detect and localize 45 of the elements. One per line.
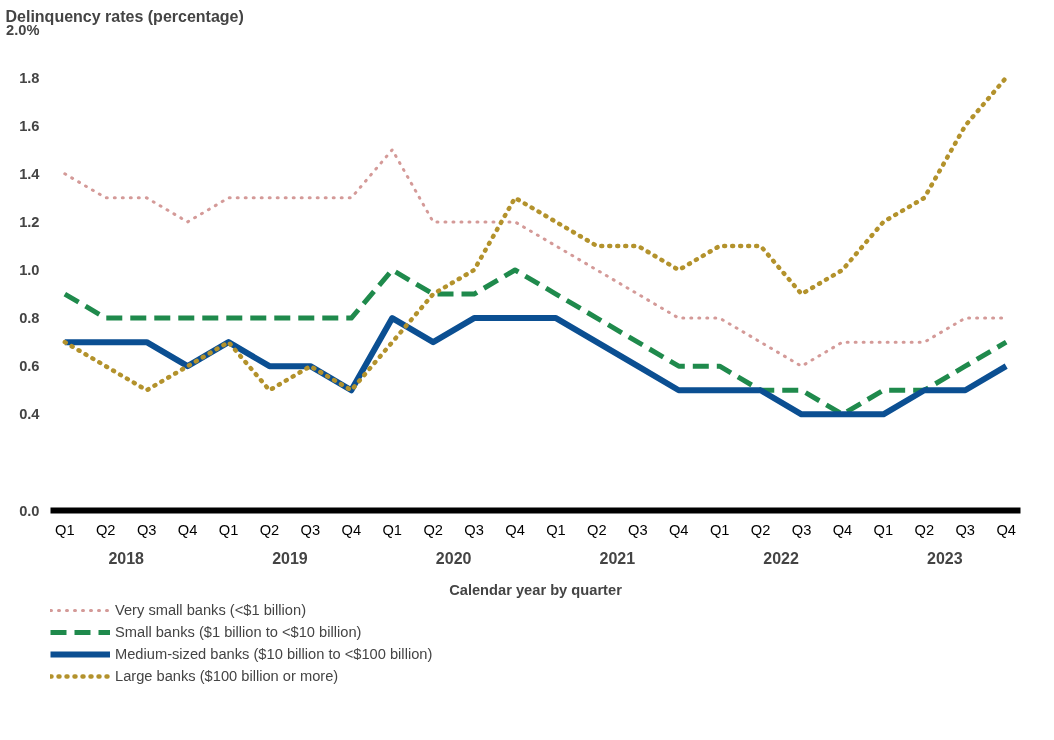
x-tick-label: Q4: [177, 521, 198, 538]
y-tick-label: 1.4: [19, 165, 41, 182]
x-tick-label: Q1: [218, 521, 239, 538]
x-tick-label: Q4: [996, 521, 1016, 538]
x-tick-label: Q1: [55, 521, 75, 538]
x-tick-label: Q3: [464, 521, 484, 538]
x-tick-label: Q2: [423, 521, 443, 538]
text: 2020: [435, 549, 472, 567]
x-tick-label: Q3: [628, 521, 648, 538]
text: 2019: [272, 549, 308, 567]
x-tick-label: Q2: [587, 521, 607, 538]
y-tick-label: 0.8: [19, 310, 40, 327]
y-tick-label: 1.6: [19, 117, 40, 134]
line-series: [62, 75, 1009, 393]
x-tick-label: Q3: [955, 521, 976, 538]
text: 2023: [926, 549, 963, 567]
x-tick-label: Q3: [136, 521, 157, 538]
y-tick-label: 1.2: [19, 213, 40, 230]
x-tick-label: Q1: [709, 521, 730, 538]
x-tick-label: Q1: [546, 521, 566, 538]
x-tick-label: Q2: [914, 521, 935, 538]
x-tick-label: Q3: [791, 521, 812, 538]
x-tick-label: Q4: [505, 521, 525, 538]
y-tick-label: 1.0: [19, 262, 40, 278]
x-tick-label: Q4: [832, 521, 853, 538]
y-tick-label: 1.8: [19, 69, 40, 86]
x-tick-label: Q4: [341, 521, 362, 538]
x-tick-label: Q2: [750, 521, 771, 538]
text: 2021: [599, 549, 636, 567]
x-tick-label: Q1: [382, 521, 403, 538]
legend-label: Very small banks (<$1 billion): [115, 602, 307, 618]
legend-label: Medium-sized banks ($10 billion to <$100 billion): [115, 646, 433, 662]
x-tick-label: Q1: [873, 521, 894, 538]
x-tick-label: Q3: [300, 521, 321, 538]
legend-label: Large banks ($100 billion or more): [115, 668, 339, 684]
x-tick-label: Q2: [259, 521, 280, 538]
text: 2022: [763, 549, 799, 567]
legend-label: Small banks ($1 billion to <$10 billion): [115, 624, 362, 640]
y-tick-label: 0.0: [19, 502, 40, 519]
y-tick-label: 0.4: [19, 406, 41, 423]
text: 2018: [108, 549, 145, 567]
x-tick-label: Q2: [95, 521, 116, 538]
x-axis-title: Calendar year by quarter: [449, 581, 623, 598]
x-tick-label: Q4: [668, 521, 689, 538]
y-tick-label: 0.6: [19, 358, 40, 375]
